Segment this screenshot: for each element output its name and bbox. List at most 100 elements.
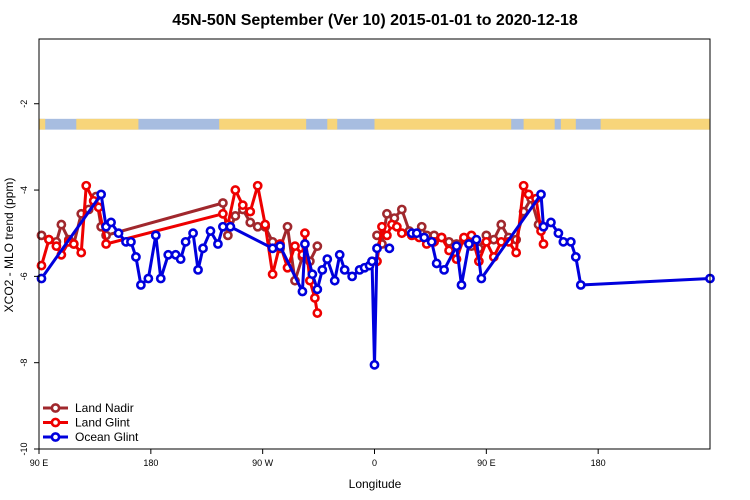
land-band (523, 118, 555, 130)
data-point (481, 236, 492, 247)
chart-title: 45N-50N September (Ver 10) 2015-01-01 to… (172, 12, 578, 29)
data-point (523, 189, 534, 200)
data-point (312, 308, 323, 318)
data-point (538, 221, 549, 232)
data-point (538, 239, 549, 249)
data-point (411, 228, 422, 239)
land-band (39, 118, 46, 130)
data-point (431, 258, 442, 269)
series-ocean-glint (36, 189, 715, 370)
data-point (456, 280, 467, 290)
legend-swatch-marker (50, 417, 61, 428)
data-point (451, 241, 462, 252)
data-point (245, 217, 256, 228)
data-point (471, 234, 482, 245)
data-point (230, 211, 241, 221)
data-point (367, 256, 377, 267)
y-tick-label: -2 (19, 100, 29, 108)
data-point (193, 264, 203, 275)
data-point (372, 243, 382, 254)
land-ocean-strip (39, 118, 710, 130)
data-point (312, 284, 323, 295)
data-point (396, 228, 407, 239)
data-point (113, 228, 124, 239)
data-point (369, 359, 380, 370)
data-point (396, 204, 407, 215)
data-point (68, 239, 79, 249)
data-point (222, 230, 233, 241)
land-band (560, 118, 576, 130)
data-point (436, 232, 447, 243)
series-line (40, 192, 379, 367)
data-point (175, 254, 186, 265)
data-point (213, 239, 223, 249)
series-layer (36, 180, 715, 370)
data-point (218, 208, 228, 219)
data-point (518, 180, 529, 191)
data-point (252, 221, 263, 232)
data-point (44, 234, 54, 245)
x-axis: 90 E 180 90 W 0 90 E 180 (30, 449, 606, 468)
legend-label: Land Glint (75, 416, 130, 430)
land-band (327, 118, 338, 130)
data-point (56, 219, 67, 230)
data-point (36, 260, 47, 271)
data-point (225, 221, 236, 232)
data-point (488, 234, 499, 245)
data-point (81, 180, 92, 191)
data-point (143, 273, 154, 284)
data-point (106, 217, 116, 228)
y-tick-label: -10 (19, 442, 29, 455)
data-point (317, 264, 328, 275)
data-point (205, 226, 216, 236)
data-point (282, 221, 293, 232)
data-point (93, 202, 104, 213)
data-point (188, 228, 198, 239)
data-point (135, 280, 146, 290)
data-point (150, 230, 161, 241)
series-land-glint (36, 180, 549, 318)
data-point (126, 236, 136, 247)
data-point (36, 273, 47, 284)
data-point (300, 228, 310, 239)
x-axis-label: Longitude (349, 477, 402, 491)
x-tick-label: 180 (591, 458, 606, 468)
y-tick-label: -8 (19, 359, 29, 367)
data-point (101, 239, 111, 249)
land-band (76, 118, 139, 130)
data-point (426, 236, 437, 247)
data-point (230, 185, 241, 195)
data-point (565, 236, 576, 247)
data-point (180, 236, 191, 247)
data-point (416, 221, 427, 232)
data-point (382, 208, 392, 219)
data-point (245, 206, 256, 217)
data-point (300, 239, 310, 249)
data-point (309, 293, 320, 303)
data-point (155, 273, 166, 284)
data-point (163, 249, 174, 260)
legend-label: Ocean Glint (75, 430, 139, 444)
land-band (374, 118, 512, 130)
legend-label: Land Nadir (75, 401, 134, 415)
data-point (322, 254, 333, 265)
land-band (219, 118, 307, 130)
y-axis-label: XCO2 - MLO trend (ppm) (2, 178, 16, 313)
data-point (558, 236, 569, 247)
x-tick-label: 0 (372, 458, 377, 468)
data-point (439, 264, 449, 275)
data-point (570, 252, 581, 262)
data-point (329, 275, 340, 286)
data-point (237, 200, 248, 211)
data-point (377, 221, 387, 232)
data-point (575, 280, 586, 290)
data-point (36, 230, 47, 241)
data-point (419, 232, 430, 243)
data-point (252, 180, 263, 191)
x-tick-label: 90 W (252, 458, 274, 468)
data-point (312, 241, 323, 252)
y-axis: -2 -4 -6 -8 -10 (19, 100, 39, 456)
data-point (267, 269, 278, 280)
